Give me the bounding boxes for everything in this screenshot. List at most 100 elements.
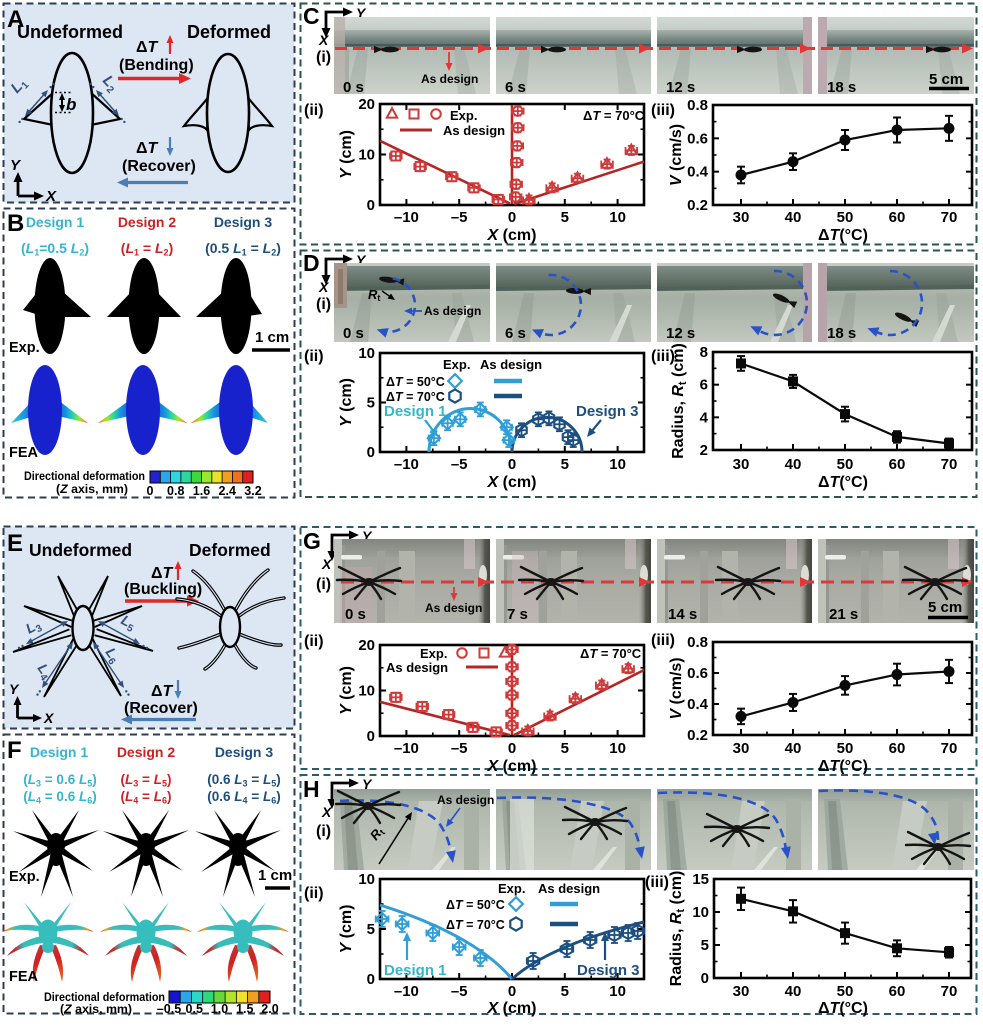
svg-text:–5: –5 <box>451 456 468 473</box>
svg-text:Exp.: Exp. <box>9 869 40 885</box>
svg-text:FEA: FEA <box>9 445 39 461</box>
svg-text:Design 1: Design 1 <box>26 214 85 230</box>
svg-text:(L4 = L6): (L4 = L6) <box>121 789 172 806</box>
svg-text:1 cm: 1 cm <box>255 329 289 346</box>
svg-text:–5: –5 <box>451 740 468 757</box>
svg-text:As design: As design <box>424 304 481 318</box>
svg-text:0.8: 0.8 <box>167 484 184 498</box>
svg-text:(Buckling): (Buckling) <box>124 581 202 598</box>
svg-text:X: X <box>318 32 330 48</box>
svg-text:As design: As design <box>425 601 482 615</box>
svg-text:(iii): (iii) <box>651 632 675 649</box>
svg-text:Exp.: Exp. <box>420 646 447 661</box>
svg-text:10: 10 <box>358 871 375 888</box>
svg-text:5: 5 <box>701 937 709 954</box>
svg-text:(ii): (ii) <box>304 348 324 365</box>
svg-text:X (cm): X (cm) <box>487 227 537 244</box>
svg-text:0.4: 0.4 <box>687 164 709 181</box>
svg-text:Design 3: Design 3 <box>214 214 273 230</box>
svg-text:–10: –10 <box>394 740 419 757</box>
svg-text:B: B <box>7 210 24 237</box>
svg-text:E: E <box>7 530 23 557</box>
svg-text:Y: Y <box>356 5 367 21</box>
svg-text:20: 20 <box>358 96 375 113</box>
svg-text:Y: Y <box>9 681 20 697</box>
svg-text:10: 10 <box>609 740 626 757</box>
svg-text:D: D <box>303 250 320 276</box>
svg-text:(i): (i) <box>316 49 331 66</box>
svg-text:(L4 = 0.6 L6): (L4 = 0.6 L6) <box>23 789 96 806</box>
svg-text:40: 40 <box>785 209 802 226</box>
svg-text:40: 40 <box>785 456 802 473</box>
svg-text:50: 50 <box>837 983 854 1000</box>
svg-text:As design: As design <box>421 72 478 86</box>
svg-text:10: 10 <box>358 683 375 700</box>
svg-text:40: 40 <box>785 740 802 757</box>
svg-text:(ii): (ii) <box>304 102 324 119</box>
svg-text:Y (cm): Y (cm) <box>338 378 355 427</box>
svg-text:V (cm/s): V (cm/s) <box>668 657 685 719</box>
svg-text:ΔT: ΔT <box>136 140 159 157</box>
svg-text:FEA: FEA <box>9 969 39 985</box>
svg-text:(Z axis, mm): (Z axis, mm) <box>60 1004 132 1016</box>
svg-text:(iii): (iii) <box>651 348 675 365</box>
svg-text:As design: As design <box>386 660 448 675</box>
svg-text:(L1 = L2): (L1 = L2) <box>121 240 173 258</box>
svg-text:–0.5: –0.5 <box>157 1002 181 1016</box>
svg-text:10: 10 <box>609 209 626 226</box>
svg-text:5: 5 <box>561 209 569 226</box>
svg-text:ΔT = 50°C: ΔT = 50°C <box>446 898 505 912</box>
svg-text:0: 0 <box>367 971 375 988</box>
svg-text:2: 2 <box>700 442 708 459</box>
svg-text:8: 8 <box>700 344 708 361</box>
svg-text:70: 70 <box>941 983 958 1000</box>
svg-text:10: 10 <box>358 345 375 362</box>
svg-text:Radius, Rt (cm): Radius, Rt (cm) <box>668 871 687 987</box>
svg-text:Y: Y <box>362 776 373 792</box>
svg-text:Radius, Rt (cm): Radius, Rt (cm) <box>670 343 689 459</box>
svg-text:–10: –10 <box>394 209 419 226</box>
svg-text:40: 40 <box>785 983 802 1000</box>
svg-text:(ii): (ii) <box>304 633 324 650</box>
svg-text:ΔT = 70°C: ΔT = 70°C <box>583 108 645 123</box>
svg-text:15: 15 <box>692 871 709 888</box>
svg-text:21 s: 21 s <box>829 606 858 623</box>
svg-text:7 s: 7 s <box>507 606 528 623</box>
svg-text:50: 50 <box>837 209 854 226</box>
svg-text:Y (cm): Y (cm) <box>338 905 355 954</box>
svg-text:(Z axis, mm): (Z axis, mm) <box>56 484 128 496</box>
svg-text:Directional deformation: Directional deformation <box>44 992 165 1004</box>
svg-text:C: C <box>303 3 320 29</box>
svg-text:20: 20 <box>358 637 375 654</box>
svg-text:ΔT = 50°C: ΔT = 50°C <box>386 375 445 389</box>
svg-text:12 s: 12 s <box>666 79 695 96</box>
svg-text:0: 0 <box>508 209 516 226</box>
svg-text:5 cm: 5 cm <box>929 71 963 88</box>
svg-text:(0.5 L1 = L2): (0.5 L1 = L2) <box>205 240 281 258</box>
svg-text:0: 0 <box>367 444 375 461</box>
svg-text:5: 5 <box>561 983 569 1000</box>
svg-text:12 s: 12 s <box>666 325 695 342</box>
svg-text:G: G <box>303 528 321 554</box>
svg-text:70: 70 <box>941 209 958 226</box>
svg-text:(Recover): (Recover) <box>122 158 196 175</box>
svg-text:30: 30 <box>733 740 750 757</box>
svg-text:X: X <box>318 279 330 295</box>
svg-text:4: 4 <box>700 409 709 426</box>
svg-text:ΔT: ΔT <box>151 565 174 582</box>
svg-text:A: A <box>7 6 24 33</box>
svg-text:0: 0 <box>147 484 154 498</box>
svg-text:30: 30 <box>733 209 750 226</box>
svg-text:X: X <box>43 710 55 726</box>
svg-text:1 cm: 1 cm <box>258 867 292 884</box>
svg-text:As design: As design <box>480 357 542 372</box>
svg-text:ΔT: ΔT <box>136 39 159 56</box>
svg-text:–5: –5 <box>451 983 468 1000</box>
svg-text:X: X <box>321 556 333 572</box>
svg-text:X: X <box>321 804 333 820</box>
svg-text:(L3 = 0.6 L5): (L3 = 0.6 L5) <box>23 772 96 789</box>
svg-text:0: 0 <box>508 740 516 757</box>
svg-text:Exp.: Exp. <box>443 357 470 372</box>
svg-text:Y: Y <box>362 528 373 544</box>
svg-text:Design 2: Design 2 <box>118 214 177 230</box>
